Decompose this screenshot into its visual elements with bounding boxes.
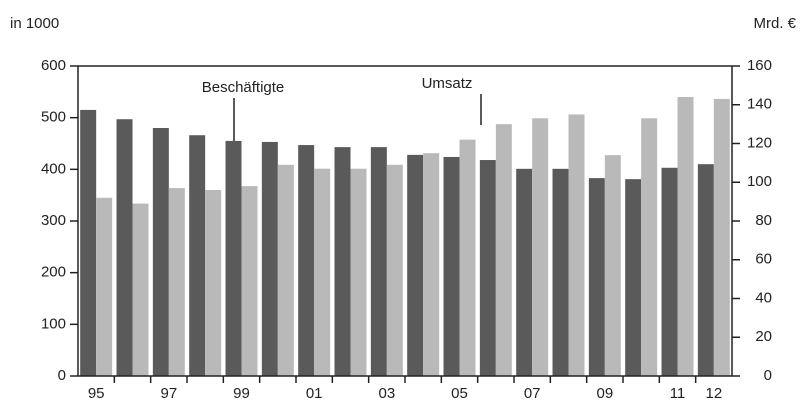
y-tick-label: 600 [41,57,66,74]
x-tick-label: 11 [670,385,686,402]
y2-tick-label: 60 [755,251,772,268]
y2-axis-label: Mrd. € [753,15,796,32]
legend-label: Beschäftigte [202,79,285,96]
bar [641,118,658,376]
bar [241,186,258,376]
bar [459,139,476,376]
x-tick-label: 05 [451,385,468,402]
bar [516,168,533,376]
y2-tick-label: 120 [747,134,772,151]
bar [277,164,294,376]
y-tick-label: 400 [41,160,66,177]
bar [568,114,585,376]
x-tick-label: 03 [378,385,395,402]
bar [532,118,549,376]
bar [407,154,424,376]
bar [697,164,714,376]
bar [443,156,460,376]
bar [479,160,496,376]
bar [168,188,185,376]
y-tick-label: 200 [41,264,66,281]
x-tick-label: 97 [160,385,177,402]
x-tick-label: 09 [596,385,613,402]
legend-label: Umsatz [422,75,473,92]
y-tick-label: 100 [41,315,66,332]
bar [132,203,149,376]
bar [116,119,133,376]
y2-tick-label: 40 [755,289,772,306]
bar [625,179,642,376]
y-axis-label: in 1000 [10,15,59,32]
y-tick-label: 500 [41,109,66,126]
bar [334,147,351,376]
bar [189,135,206,376]
bar [604,155,621,376]
y2-tick-label: 0 [764,367,772,384]
bar [350,168,367,376]
bar [495,124,512,376]
bar [96,197,113,376]
x-tick-label: 12 [705,385,722,402]
bar [661,167,678,376]
bar [298,145,315,376]
bar [205,190,222,376]
bar [552,168,569,376]
y2-tick-label: 20 [755,328,772,345]
bar [152,128,169,376]
bar [386,164,403,376]
bar [677,97,694,376]
y2-tick-label: 140 [747,96,772,113]
x-tick-label: 07 [524,385,541,402]
x-tick-label: 01 [306,385,323,402]
bar [423,153,440,376]
x-tick-label: 99 [233,385,250,402]
y-tick-label: 0 [58,367,66,384]
y2-tick-label: 100 [747,173,772,190]
x-tick-label: 95 [88,385,105,402]
y2-tick-label: 80 [755,212,772,229]
y2-tick-label: 160 [747,57,772,74]
bar [713,98,730,376]
y-tick-label: 300 [41,212,66,229]
bar [80,109,97,377]
bar [370,147,387,376]
bar [314,168,331,376]
bar [225,140,242,376]
bar [588,178,605,376]
bar [261,141,278,376]
